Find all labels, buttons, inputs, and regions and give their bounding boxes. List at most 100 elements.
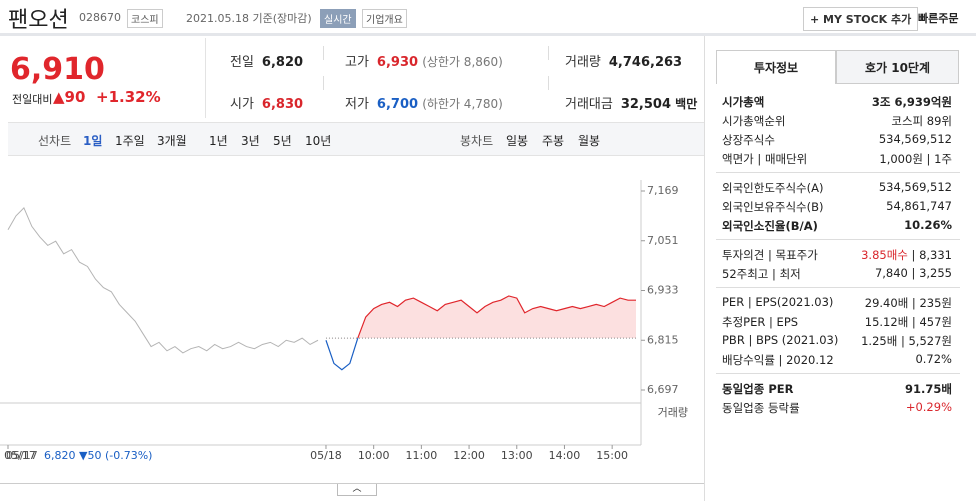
info-value: 1.25배 | 5,527원	[861, 334, 952, 348]
tab[interactable]: 3개월	[157, 134, 187, 148]
info-label: 외국인한도주식수(A)	[722, 181, 823, 195]
divider	[323, 46, 324, 60]
divider	[0, 483, 704, 484]
x-tick-label: 05/17	[4, 449, 36, 462]
divider	[205, 38, 206, 118]
info-label-part: BPS (2021.03)	[756, 333, 839, 347]
info-label: 동일업종 등락률	[722, 401, 800, 415]
info-value-part: 코스피 89위	[891, 114, 952, 128]
info-label-part: 투자의견	[722, 248, 765, 262]
prev-price: 6,820 ▼50 (-0.73%)	[44, 449, 152, 462]
info-label: 배당수익률 | 2020.12	[722, 353, 834, 367]
info-label: 시가총액	[722, 95, 764, 109]
info-label-part: 동일업종 등락률	[722, 401, 800, 415]
info-label-part: 외국인한도주식수(A)	[722, 181, 824, 195]
info-row: 시가총액 3조 6,939억원	[722, 94, 952, 112]
info-row: 동일업종 등락률 +0.29%	[722, 400, 952, 418]
info-row: 동일업종 PER 91.75배	[722, 381, 952, 399]
info-row: PBR | BPS (2021.03) 1.25배 | 5,527원	[722, 333, 952, 351]
info-label: 투자의견 | 목표주가	[722, 248, 818, 262]
stat-value: 6,930	[376, 55, 419, 70]
company-info[interactable]: 기업개요	[362, 9, 407, 28]
info-label: 외국인소진율(B/A)	[722, 219, 818, 233]
divider	[716, 287, 960, 288]
divider	[716, 373, 960, 374]
info-value: +0.29%	[906, 400, 952, 414]
info-value: 코스피 89위	[891, 113, 952, 129]
tab[interactable]: 5년	[273, 134, 292, 148]
tab[interactable]: 1일	[83, 134, 103, 148]
info-row: 외국인소진율(B/A) 10.26%	[722, 218, 952, 236]
info-value-part: 534,569,512	[878, 132, 952, 146]
info-value: 54,861,747	[886, 199, 952, 213]
info-value-part: 91.75배	[905, 382, 952, 396]
stat: 거래량 4,746,263	[565, 51, 682, 70]
divider	[548, 46, 549, 60]
my-stock-button[interactable]: + MY STOCK 추가	[803, 7, 919, 31]
x-tick-label: 14:00	[549, 449, 581, 462]
collapse-button[interactable]: ︿	[337, 484, 377, 496]
tab[interactable]: 3년	[241, 134, 260, 148]
info-row: PER | EPS(2021.03) 29.40배 | 235원	[722, 295, 952, 313]
info-label-part: 최저	[779, 267, 801, 281]
tab[interactable]: 10년	[305, 134, 332, 148]
x-tick-label: 05/18	[310, 449, 342, 462]
info-value-part: 0.72%	[915, 352, 952, 366]
tab[interactable]: 주봉	[542, 134, 565, 148]
stat: 거래대금 32,504 백만	[565, 93, 697, 112]
info-label-part: 시가총액	[722, 95, 765, 109]
stat-value: 4,746,263	[608, 55, 683, 70]
stat-label: 저가	[345, 97, 369, 112]
info-label-part: 52주최고	[722, 267, 769, 281]
info-value: 91.75배	[905, 381, 952, 397]
info-label-part: 상장주식수	[722, 133, 775, 147]
prev-date: 05/17	[6, 449, 38, 462]
info-label-part: 목표주가	[775, 248, 818, 262]
info-row: 액면가 | 매매단위 1,000원 | 1주	[722, 151, 952, 169]
info-label-part: EPS(2021.03)	[755, 295, 834, 309]
panel-tab[interactable]: 투자정보	[716, 50, 836, 84]
stat: 시가 6,830	[230, 93, 303, 112]
info-value-part: 5,527원	[908, 334, 952, 348]
tab[interactable]: 일봉	[506, 134, 529, 148]
divider	[704, 36, 705, 501]
tab[interactable]: 월봉	[578, 134, 601, 148]
info-label-part: 시가총액순위	[722, 114, 786, 128]
tab[interactable]: 1주일	[115, 134, 145, 148]
stat-label: 거래대금	[565, 97, 613, 112]
y-tick-label: 6,815	[647, 333, 679, 346]
panel-tab[interactable]: 호가 10단계	[836, 50, 959, 84]
info-label: 액면가 | 매매단위	[722, 152, 808, 166]
info-row: 외국인보유주식수(B) 54,861,747	[722, 199, 952, 217]
info-value: 3조 6,939억원	[872, 94, 952, 110]
divider	[0, 33, 976, 36]
x-tick-label: 15:00	[596, 449, 628, 462]
area	[357, 295, 636, 339]
stat-value: 6,820	[261, 55, 304, 70]
line	[7, 206, 319, 354]
info-label-part: 액면가	[722, 152, 754, 166]
prev-rate: (-0.73%)	[104, 449, 153, 462]
info-value: 534,569,512	[879, 180, 952, 194]
info-value: 3.85매수 | 8,331	[861, 248, 952, 262]
divider	[716, 239, 960, 240]
stat-value: 6,700	[376, 97, 419, 112]
info-label-part: 추정PER	[722, 315, 766, 329]
line-up	[357, 295, 636, 339]
realtime-badge[interactable]: 실시간	[320, 9, 356, 28]
info-value-part: 29.40배	[864, 296, 909, 310]
info-label-part: PBR	[722, 333, 745, 347]
info-row: 외국인한도주식수(A) 534,569,512	[722, 180, 952, 198]
info-label: 상장주식수	[722, 133, 775, 147]
info-value-part: 7,840	[874, 266, 908, 280]
quick-order[interactable]: 빠른주문	[918, 12, 959, 25]
stat-label: 고가	[345, 55, 369, 70]
info-label-part: 매매단위	[764, 152, 808, 166]
divider	[323, 76, 324, 90]
info-value-part: 235원	[919, 296, 952, 310]
info-value-part: 54,861,747	[886, 199, 952, 213]
prev-change: ▼50	[79, 449, 102, 462]
info-value-part: 3,255	[919, 266, 952, 280]
tab[interactable]: 1년	[209, 134, 228, 148]
info-value-part: 1,000원	[879, 152, 923, 166]
